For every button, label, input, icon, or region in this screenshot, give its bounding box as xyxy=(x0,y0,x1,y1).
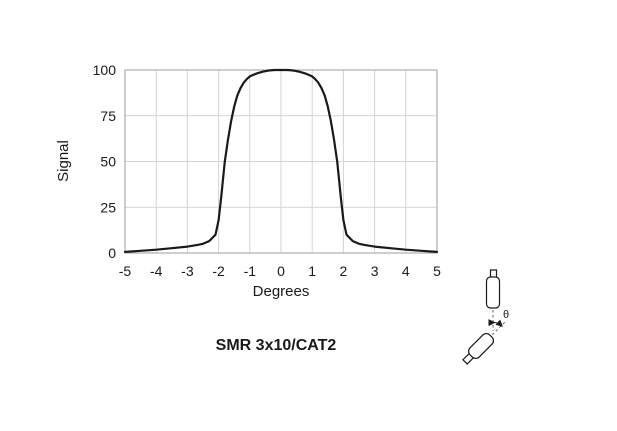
x-tick-label: -5 xyxy=(119,263,132,279)
angle-diagram: θ xyxy=(462,269,509,365)
y-axis-title: Signal xyxy=(55,140,72,182)
x-tick-label: -3 xyxy=(181,263,194,279)
x-tick-label: -4 xyxy=(150,263,163,279)
x-tick-label: 2 xyxy=(340,263,348,279)
grid xyxy=(124,69,438,254)
y-tick-label: 25 xyxy=(100,199,116,215)
y-tick-label: 100 xyxy=(93,62,117,78)
y-tick-label: 0 xyxy=(108,245,116,261)
tilted-cylinder-group xyxy=(462,320,507,365)
chart-title: SMR 3x10/CAT2 xyxy=(216,337,337,354)
x-axis-tick-labels: -5 -4 -3 -2 -1 0 1 2 3 4 5 xyxy=(119,263,441,279)
y-tick-label: 50 xyxy=(100,154,116,170)
x-tick-label: -2 xyxy=(212,263,225,279)
x-tick-label: -1 xyxy=(244,263,257,279)
x-tick-label: 4 xyxy=(402,263,410,279)
y-tick-label: 75 xyxy=(100,108,116,124)
x-tick-label: 0 xyxy=(277,263,285,279)
x-tick-label: 3 xyxy=(371,263,379,279)
tilted-cylinder-body xyxy=(467,332,495,360)
x-tick-label: 5 xyxy=(433,263,441,279)
signal-curve xyxy=(123,68,439,253)
rotation-angle-arc-arrow xyxy=(488,319,503,327)
y-axis-tick-labels: 0 25 50 75 100 xyxy=(93,62,117,261)
tilted-axis-dashed-line xyxy=(491,320,507,336)
theta-angle-label: θ xyxy=(503,309,509,321)
x-tick-label: 1 xyxy=(308,263,316,279)
upper-cylinder-body xyxy=(485,276,501,309)
x-axis-title: Degrees xyxy=(253,283,310,300)
